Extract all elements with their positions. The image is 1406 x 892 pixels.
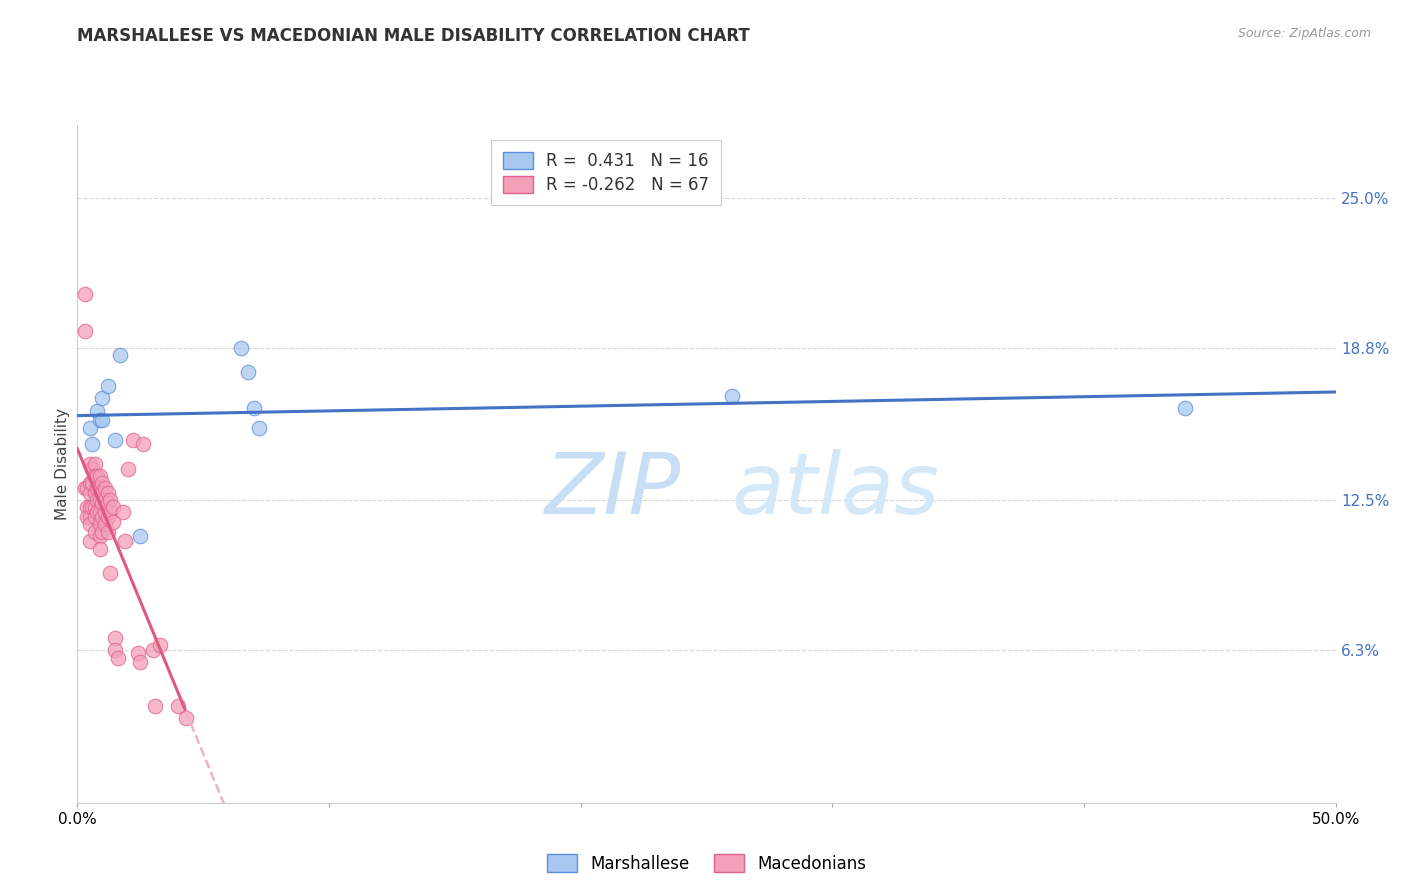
- Point: [129, 529, 152, 543]
- Point: [114, 534, 136, 549]
- Point: [79, 476, 101, 491]
- Point: [129, 656, 152, 670]
- Point: [720, 389, 742, 403]
- Point: [242, 401, 264, 416]
- Point: [96, 510, 118, 524]
- Point: [104, 643, 127, 657]
- Point: [79, 500, 101, 515]
- Point: [98, 505, 121, 519]
- Point: [238, 365, 260, 379]
- Point: [79, 486, 101, 500]
- Point: [79, 420, 101, 434]
- Point: [84, 457, 107, 471]
- Point: [108, 348, 131, 362]
- Point: [82, 476, 104, 491]
- Point: [101, 500, 124, 515]
- Point: [89, 469, 111, 483]
- Point: [91, 524, 114, 539]
- Point: [84, 524, 107, 539]
- Point: [86, 505, 108, 519]
- Point: [76, 481, 98, 495]
- Text: ZIP: ZIP: [546, 450, 682, 533]
- Point: [96, 486, 118, 500]
- Point: [86, 493, 108, 508]
- Point: [76, 510, 98, 524]
- Point: [86, 469, 108, 483]
- Text: Source: ZipAtlas.com: Source: ZipAtlas.com: [1237, 27, 1371, 40]
- Point: [89, 493, 111, 508]
- Point: [82, 500, 104, 515]
- Point: [73, 324, 96, 338]
- Point: [79, 457, 101, 471]
- Point: [79, 517, 101, 532]
- Point: [89, 413, 111, 427]
- Point: [167, 698, 190, 713]
- Point: [101, 515, 124, 529]
- Point: [121, 433, 143, 447]
- Point: [89, 517, 111, 532]
- Point: [84, 486, 107, 500]
- Legend: Marshallese, Macedonians: Marshallese, Macedonians: [537, 845, 876, 882]
- Point: [111, 505, 134, 519]
- Point: [96, 379, 118, 393]
- Y-axis label: Male Disability: Male Disability: [55, 408, 70, 520]
- Point: [127, 646, 149, 660]
- Point: [94, 493, 117, 508]
- Point: [91, 413, 114, 427]
- Point: [229, 341, 252, 355]
- Point: [174, 711, 197, 725]
- Point: [79, 510, 101, 524]
- Point: [89, 541, 111, 556]
- Point: [107, 650, 129, 665]
- Point: [82, 461, 104, 475]
- Point: [89, 505, 111, 519]
- Point: [142, 643, 165, 657]
- Point: [89, 529, 111, 543]
- Point: [89, 481, 111, 495]
- Point: [94, 517, 117, 532]
- Point: [98, 493, 121, 508]
- Point: [247, 420, 270, 434]
- Text: atlas: atlas: [731, 450, 939, 533]
- Point: [84, 500, 107, 515]
- Point: [94, 481, 117, 495]
- Point: [91, 486, 114, 500]
- Point: [84, 469, 107, 483]
- Point: [91, 476, 114, 491]
- Point: [1174, 401, 1197, 416]
- Point: [79, 534, 101, 549]
- Point: [104, 433, 127, 447]
- Point: [104, 631, 127, 645]
- Point: [117, 461, 139, 475]
- Point: [98, 566, 121, 580]
- Point: [76, 500, 98, 515]
- Point: [143, 698, 166, 713]
- Point: [91, 510, 114, 524]
- Point: [91, 392, 114, 406]
- Point: [96, 524, 118, 539]
- Text: MARSHALLESE VS MACEDONIAN MALE DISABILITY CORRELATION CHART: MARSHALLESE VS MACEDONIAN MALE DISABILIT…: [77, 27, 749, 45]
- Point: [132, 437, 155, 451]
- Point: [91, 495, 114, 509]
- Point: [86, 481, 108, 495]
- Point: [73, 287, 96, 301]
- Point: [149, 639, 172, 653]
- Point: [96, 495, 118, 509]
- Point: [94, 505, 117, 519]
- Point: [82, 437, 104, 451]
- Point: [86, 403, 108, 417]
- Point: [84, 510, 107, 524]
- Point: [73, 481, 96, 495]
